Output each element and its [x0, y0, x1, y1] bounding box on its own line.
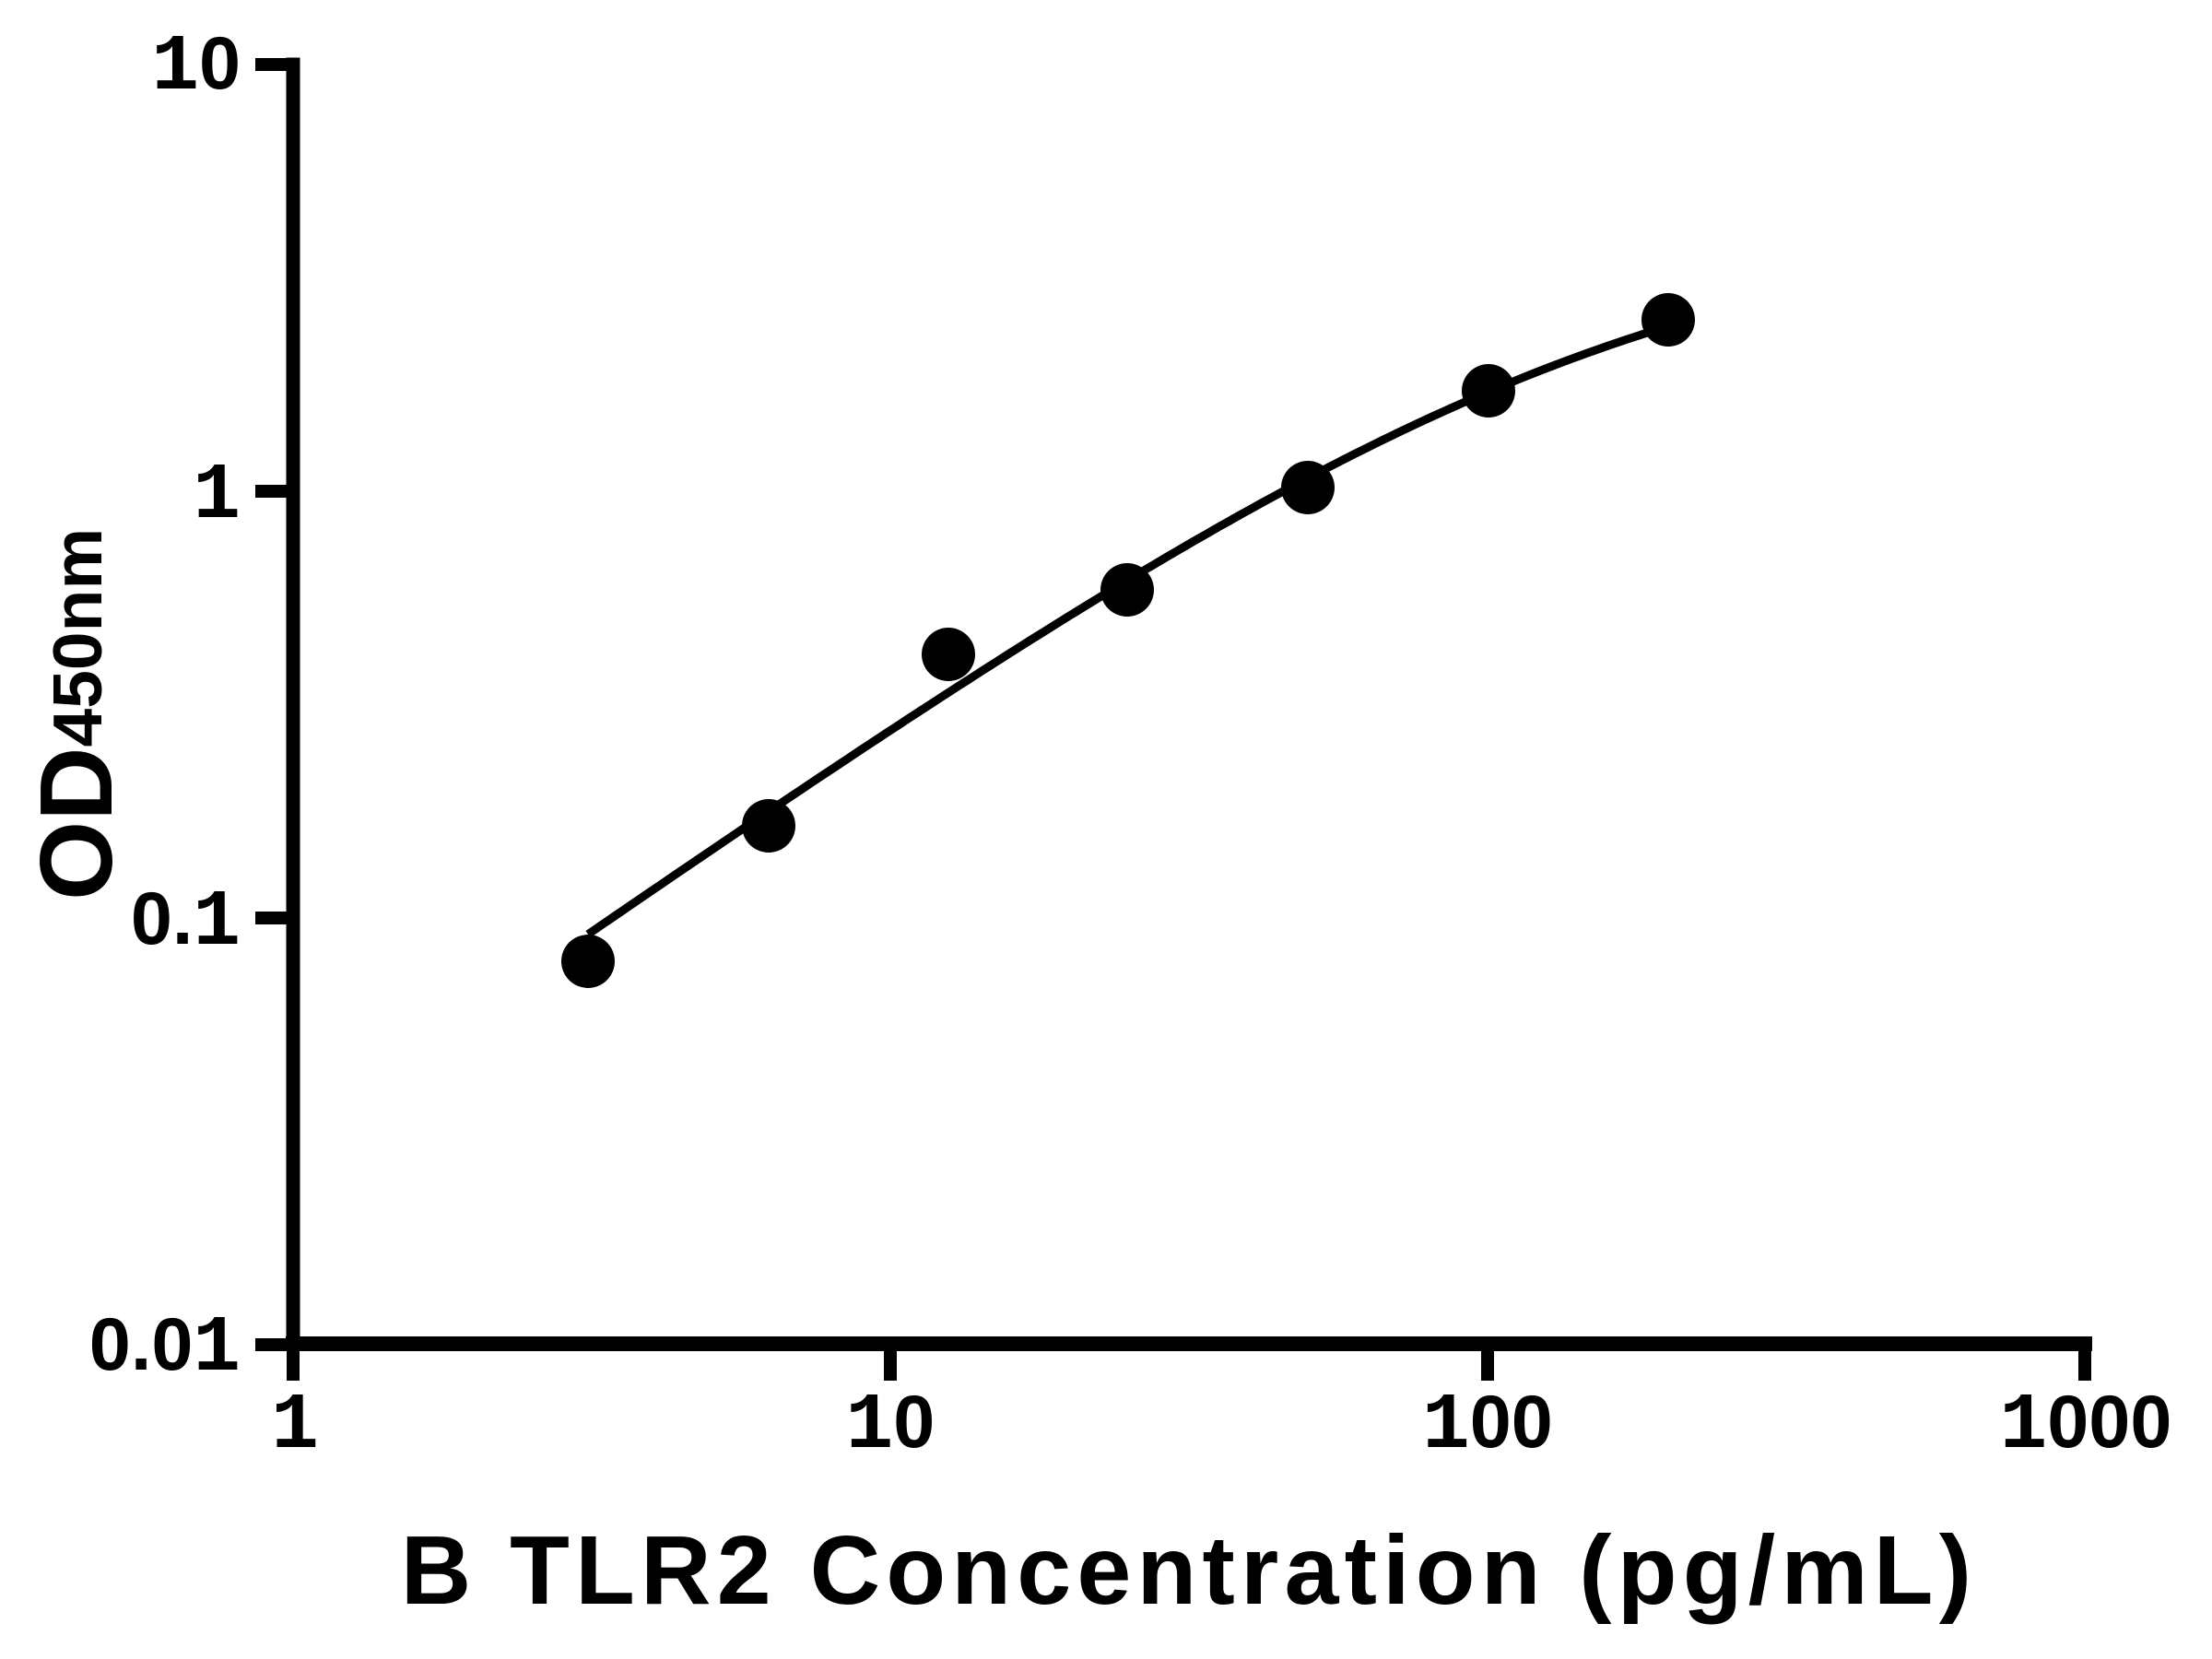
svg-text:1000: 1000	[2000, 1381, 2172, 1471]
svg-text:1: 1	[193, 451, 241, 541]
svg-text:100: 100	[1422, 1381, 1553, 1471]
svg-text:1: 1	[271, 1381, 319, 1471]
svg-text:10: 10	[846, 1381, 935, 1471]
svg-text:10: 10	[151, 22, 241, 112]
svg-text:B TLR2 Concentration (pg/mL): B TLR2 Concentration (pg/mL)	[401, 1516, 1978, 1625]
svg-text:0.1: 0.1	[131, 877, 241, 968]
svg-text:0.01: 0.01	[89, 1303, 241, 1394]
svg-text:OD450nm: OD450nm	[19, 528, 134, 900]
